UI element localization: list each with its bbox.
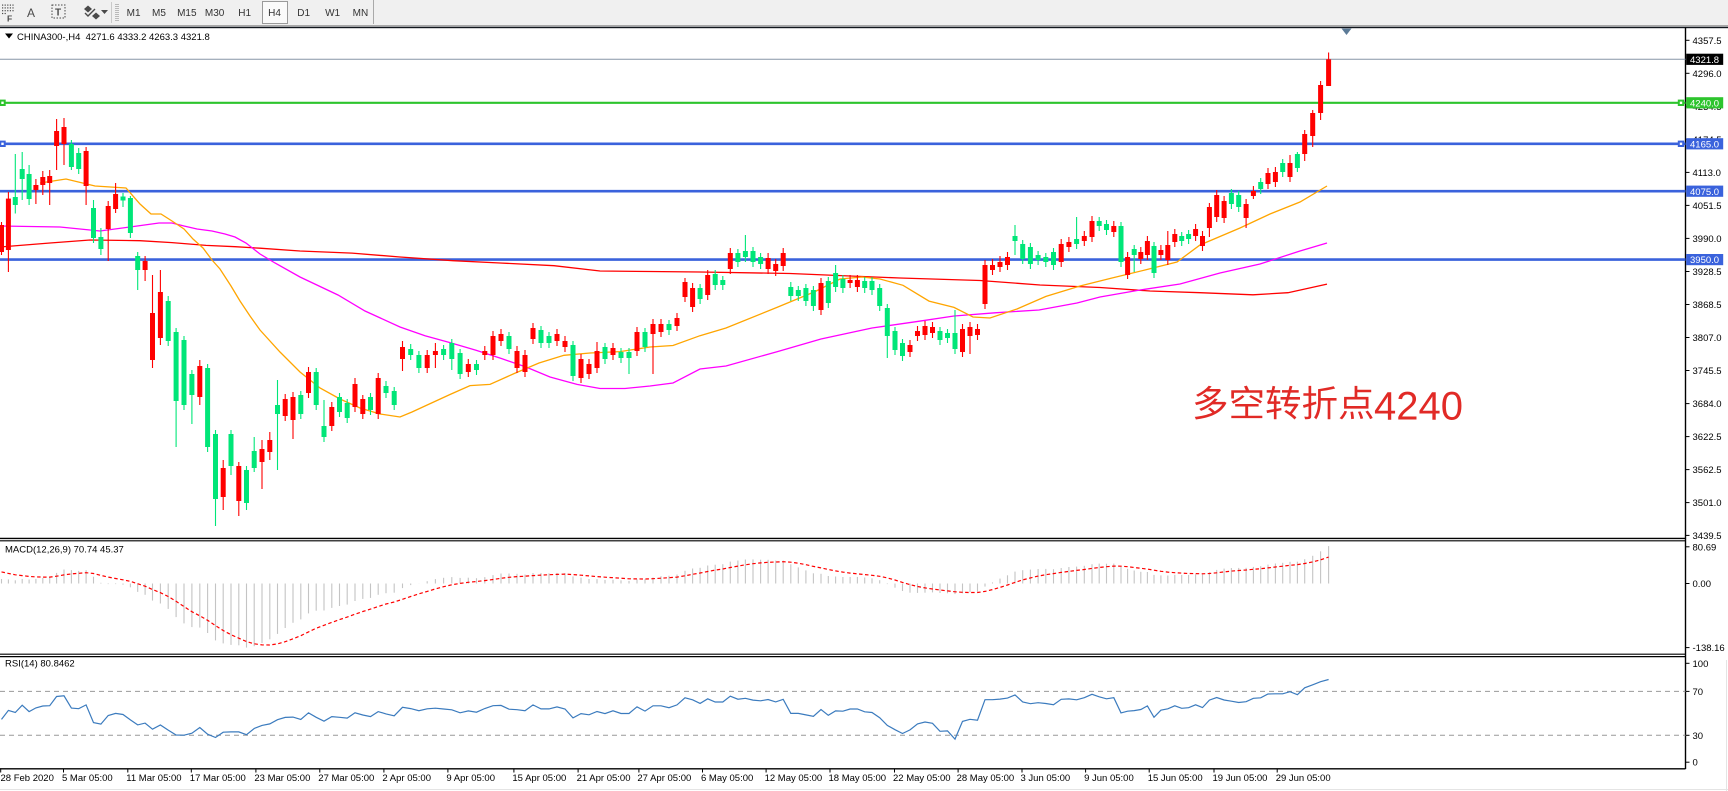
svg-text:F: F <box>7 14 12 24</box>
svg-text:H1: H1 <box>238 8 251 19</box>
svg-text:4357.5: 4357.5 <box>1693 36 1722 47</box>
svg-text:MN: MN <box>353 8 369 19</box>
svg-text:4240.0: 4240.0 <box>1690 98 1719 109</box>
svg-text:H4: H4 <box>268 8 281 19</box>
svg-text:6 May 05:00: 6 May 05:00 <box>701 773 753 784</box>
svg-text:RSI(14) 80.8462: RSI(14) 80.8462 <box>5 659 75 670</box>
svg-text:9 Apr 05:00: 9 Apr 05:00 <box>446 773 495 784</box>
svg-text:22 May 05:00: 22 May 05:00 <box>893 773 951 784</box>
svg-text:CHINA300-,H4 4271.6 4333.2 42: CHINA300-,H4 4271.6 4333.2 4263.3 4321.8 <box>17 32 210 43</box>
svg-text:15 Apr 05:00: 15 Apr 05:00 <box>512 773 566 784</box>
svg-text:M30: M30 <box>205 8 225 19</box>
svg-text:3928.5: 3928.5 <box>1693 267 1722 278</box>
svg-text:28 May 05:00: 28 May 05:00 <box>957 773 1015 784</box>
svg-text:0.00: 0.00 <box>1693 579 1712 590</box>
svg-text:15 Jun 05:00: 15 Jun 05:00 <box>1148 773 1203 784</box>
svg-text:M1: M1 <box>127 8 141 19</box>
svg-text:19 Jun 05:00: 19 Jun 05:00 <box>1213 773 1268 784</box>
svg-text:A: A <box>27 6 35 20</box>
svg-text:3950.0: 3950.0 <box>1690 255 1719 266</box>
svg-text:3562.5: 3562.5 <box>1693 465 1722 476</box>
svg-text:3439.5: 3439.5 <box>1693 531 1722 542</box>
svg-text:T: T <box>55 8 61 19</box>
svg-text:27 Apr 05:00: 27 Apr 05:00 <box>637 773 691 784</box>
svg-text:4240: 4240 <box>1374 385 1463 429</box>
svg-text:4165.0: 4165.0 <box>1690 139 1719 150</box>
svg-text:M5: M5 <box>152 8 166 19</box>
svg-text:M15: M15 <box>177 8 197 19</box>
svg-text:3622.5: 3622.5 <box>1693 432 1722 443</box>
svg-text:21 Apr 05:00: 21 Apr 05:00 <box>577 773 631 784</box>
svg-text:23 Mar 05:00: 23 Mar 05:00 <box>254 773 310 784</box>
svg-text:3807.0: 3807.0 <box>1693 333 1722 344</box>
svg-text:5 Mar 05:00: 5 Mar 05:00 <box>62 773 113 784</box>
svg-text:4075.0: 4075.0 <box>1690 187 1719 198</box>
svg-text:11 Mar 05:00: 11 Mar 05:00 <box>126 773 181 784</box>
svg-text:12 May 05:00: 12 May 05:00 <box>765 773 823 784</box>
svg-text:80.69: 80.69 <box>1693 542 1717 553</box>
svg-text:-138.16: -138.16 <box>1693 643 1725 654</box>
svg-text:4296.0: 4296.0 <box>1693 69 1722 80</box>
svg-text:MACD(12,26,9) 70.74 45.37: MACD(12,26,9) 70.74 45.37 <box>5 545 124 556</box>
svg-text:D1: D1 <box>297 8 310 19</box>
svg-text:3745.5: 3745.5 <box>1693 366 1722 377</box>
svg-text:4051.5: 4051.5 <box>1693 201 1722 212</box>
svg-text:3868.5: 3868.5 <box>1693 300 1722 311</box>
svg-text:4321.8: 4321.8 <box>1690 55 1719 66</box>
svg-text:9 Jun 05:00: 9 Jun 05:00 <box>1084 773 1134 784</box>
svg-text:28 Feb 2020: 28 Feb 2020 <box>1 773 54 784</box>
svg-text:2 Apr 05:00: 2 Apr 05:00 <box>382 773 431 784</box>
svg-text:3 Jun 05:00: 3 Jun 05:00 <box>1021 773 1071 784</box>
svg-text:0: 0 <box>1693 758 1698 769</box>
svg-text:17 Mar 05:00: 17 Mar 05:00 <box>190 773 246 784</box>
svg-text:3990.0: 3990.0 <box>1693 234 1722 245</box>
svg-text:3684.0: 3684.0 <box>1693 399 1722 410</box>
svg-text:W1: W1 <box>325 8 340 19</box>
svg-text:70: 70 <box>1693 687 1704 698</box>
svg-text:30: 30 <box>1693 731 1704 742</box>
svg-text:4113.0: 4113.0 <box>1693 168 1721 179</box>
svg-text:3501.0: 3501.0 <box>1693 498 1722 509</box>
svg-text:27 Mar 05:00: 27 Mar 05:00 <box>318 773 374 784</box>
svg-text:18 May 05:00: 18 May 05:00 <box>829 773 887 784</box>
svg-text:100: 100 <box>1693 659 1709 670</box>
svg-text:29 Jun 05:00: 29 Jun 05:00 <box>1276 773 1331 784</box>
